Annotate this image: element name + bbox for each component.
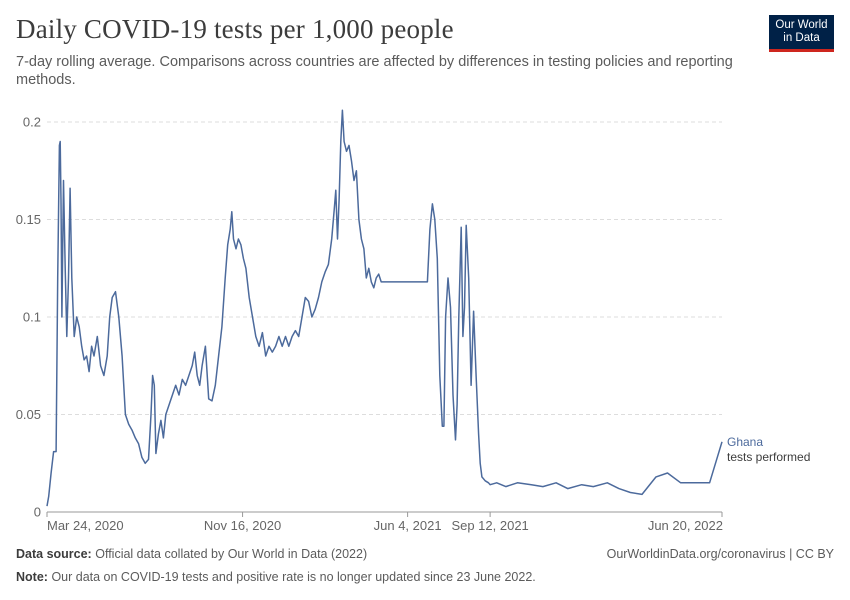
y-tick-label: 0.1 — [23, 310, 41, 325]
x-tick-label: Jun 20, 2022 — [648, 518, 723, 533]
logo-line-1: Our World — [775, 19, 828, 31]
chart-subtitle: 7-day rolling average. Comparisons acros… — [16, 54, 733, 88]
series-label[interactable]: Ghana — [727, 435, 763, 449]
grid-lines — [47, 121, 722, 415]
x-tick-label: Jun 4, 2021 — [374, 518, 442, 533]
y-tick-label: 0.2 — [23, 115, 41, 130]
y-tick-label: 0.15 — [16, 212, 41, 227]
logo-line-2: in Data — [783, 32, 820, 44]
series-line-ghana[interactable] — [46, 109, 723, 507]
y-tick-label: 0 — [34, 505, 41, 520]
source-label: Data source: — [16, 547, 92, 561]
footer-note: Note: Our data on COVID-19 tests and pos… — [16, 570, 536, 584]
x-tick-label: Sep 12, 2021 — [451, 518, 528, 533]
source-text: Official data collated by Our World in D… — [95, 547, 368, 561]
footer-link[interactable]: OurWorldinData.org/coronavirus | CC BY — [606, 547, 834, 561]
x-axis: Mar 24, 2020 Nov 16, 2020 Jun 4, 2021 Sep 1… — [46, 511, 723, 533]
x-tick-label: Mar 24, 2020 — [47, 518, 124, 533]
x-tick-label: Nov 16, 2020 — [204, 518, 281, 533]
line-chart: 0 0.05 0.1 0.15 0.2 Mar 24, 2020 Nov 16, 2020… — [16, 109, 810, 533]
series-sublabel: tests performed — [727, 450, 810, 464]
y-axis: 0 0.05 0.1 0.15 0.2 — [16, 115, 41, 520]
note-label: Note: — [16, 570, 48, 584]
note-text: Our data on COVID-19 tests and positive … — [51, 570, 536, 584]
y-tick-label: 0.05 — [16, 407, 41, 422]
footer-source: Data source: Official data collated by O… — [16, 547, 367, 561]
owid-logo[interactable]: Our World in Data — [769, 15, 834, 52]
chart-title: Daily COVID-19 tests per 1,000 people — [16, 14, 454, 44]
